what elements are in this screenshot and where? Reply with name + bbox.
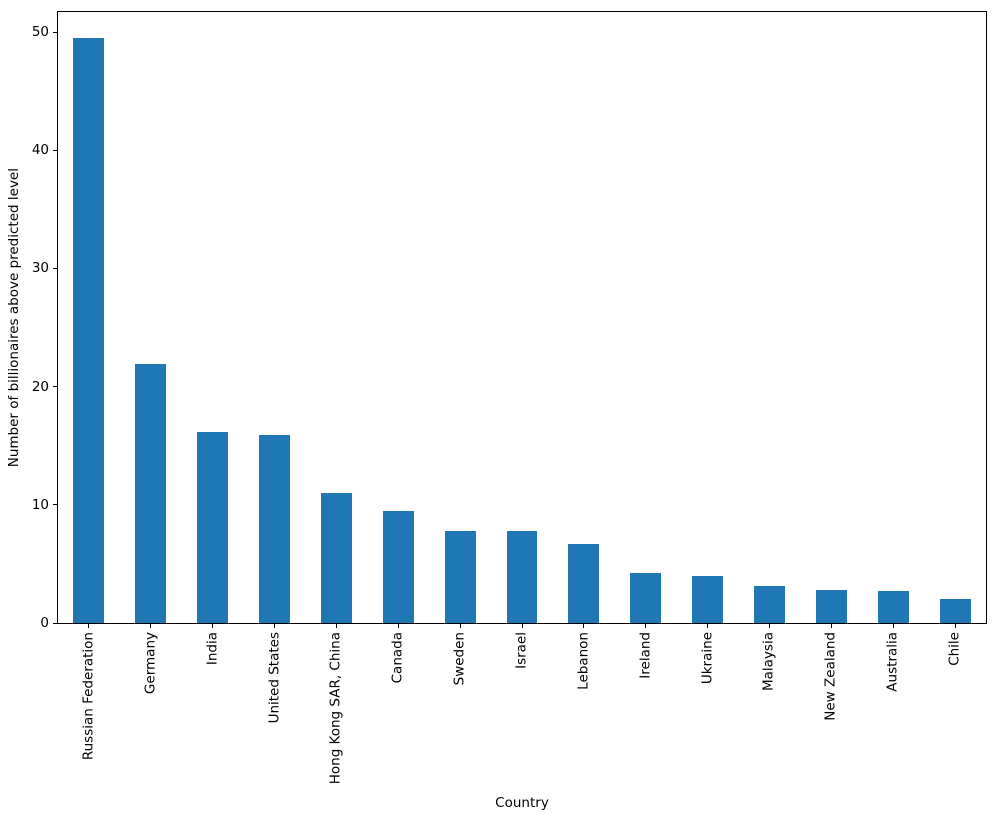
bar-israel	[506, 531, 538, 623]
x-tick-label-new-zealand: New Zealand	[822, 632, 839, 721]
bar-canada	[382, 510, 414, 623]
x-tick-label-chile: Chile	[946, 632, 963, 666]
x-tick-label-sweden: Sweden	[451, 632, 468, 686]
bar-india	[197, 431, 229, 623]
x-tick-label-hong-kong-sar-china: Hong Kong SAR, China	[327, 632, 344, 785]
y-tick-label: 50	[31, 24, 49, 41]
plot-area	[57, 11, 987, 624]
bar-new-zealand	[815, 589, 847, 623]
x-tick-label-russian-federation: Russian Federation	[80, 632, 97, 761]
bar-sweden	[444, 530, 476, 623]
x-axis-tick	[583, 624, 585, 628]
y-tick-label: 20	[31, 378, 49, 395]
x-tick-label-lebanon: Lebanon	[575, 632, 592, 690]
bar-united-states	[259, 435, 290, 623]
x-axis-tick	[212, 624, 214, 628]
y-tick-label: 10	[31, 496, 49, 513]
y-tick-label: 30	[31, 260, 49, 277]
bar-russian-federation	[73, 38, 105, 623]
y-tick-label: 0	[40, 615, 49, 631]
x-axis-tick	[768, 624, 770, 628]
x-axis-tick	[521, 624, 523, 628]
x-tick-label-israel: Israel	[513, 632, 530, 669]
y-axis-tick	[53, 149, 57, 151]
bar-hong-kong-sar-china	[320, 493, 352, 623]
x-tick-label-ireland: Ireland	[637, 632, 654, 679]
bar-ireland	[630, 572, 662, 623]
x-axis-tick	[88, 624, 90, 628]
bar-australia	[877, 590, 909, 623]
x-tick-label-canada: Canada	[389, 632, 406, 684]
y-axis-tick	[53, 31, 57, 33]
x-axis-tick	[459, 624, 461, 628]
bar-chile	[939, 599, 971, 623]
x-tick-label-malaysia: Malaysia	[760, 632, 777, 691]
bar-germany	[135, 364, 167, 623]
x-tick-label-india: India	[204, 632, 221, 666]
x-tick-label-ukraine: Ukraine	[699, 632, 716, 685]
bar-lebanon	[568, 544, 600, 623]
x-axis-tick	[707, 624, 709, 628]
y-tick-label: 40	[31, 142, 49, 159]
x-tick-label-united-states: United States	[266, 632, 283, 724]
x-tick-label-australia: Australia	[884, 632, 901, 692]
x-tick-label-germany: Germany	[142, 632, 159, 695]
y-axis-tick	[53, 622, 57, 624]
y-axis-tick	[53, 386, 57, 388]
x-axis-label: Country	[495, 795, 549, 811]
bar-malaysia	[754, 586, 785, 623]
y-axis-tick	[53, 267, 57, 269]
x-axis-tick	[892, 624, 894, 628]
x-axis-tick	[274, 624, 276, 628]
x-axis-tick	[150, 624, 152, 628]
bar-ukraine	[692, 575, 724, 623]
y-axis-label: Number of billionaires above predicted l…	[6, 167, 22, 468]
y-axis-tick	[53, 504, 57, 506]
x-axis-tick	[954, 624, 956, 628]
x-axis-tick	[830, 624, 832, 628]
x-axis-tick	[645, 624, 647, 628]
x-axis-tick	[335, 624, 337, 628]
y-axis-label-wrap: Number of billionaires above predicted l…	[6, 11, 22, 624]
x-axis-tick	[397, 624, 399, 628]
